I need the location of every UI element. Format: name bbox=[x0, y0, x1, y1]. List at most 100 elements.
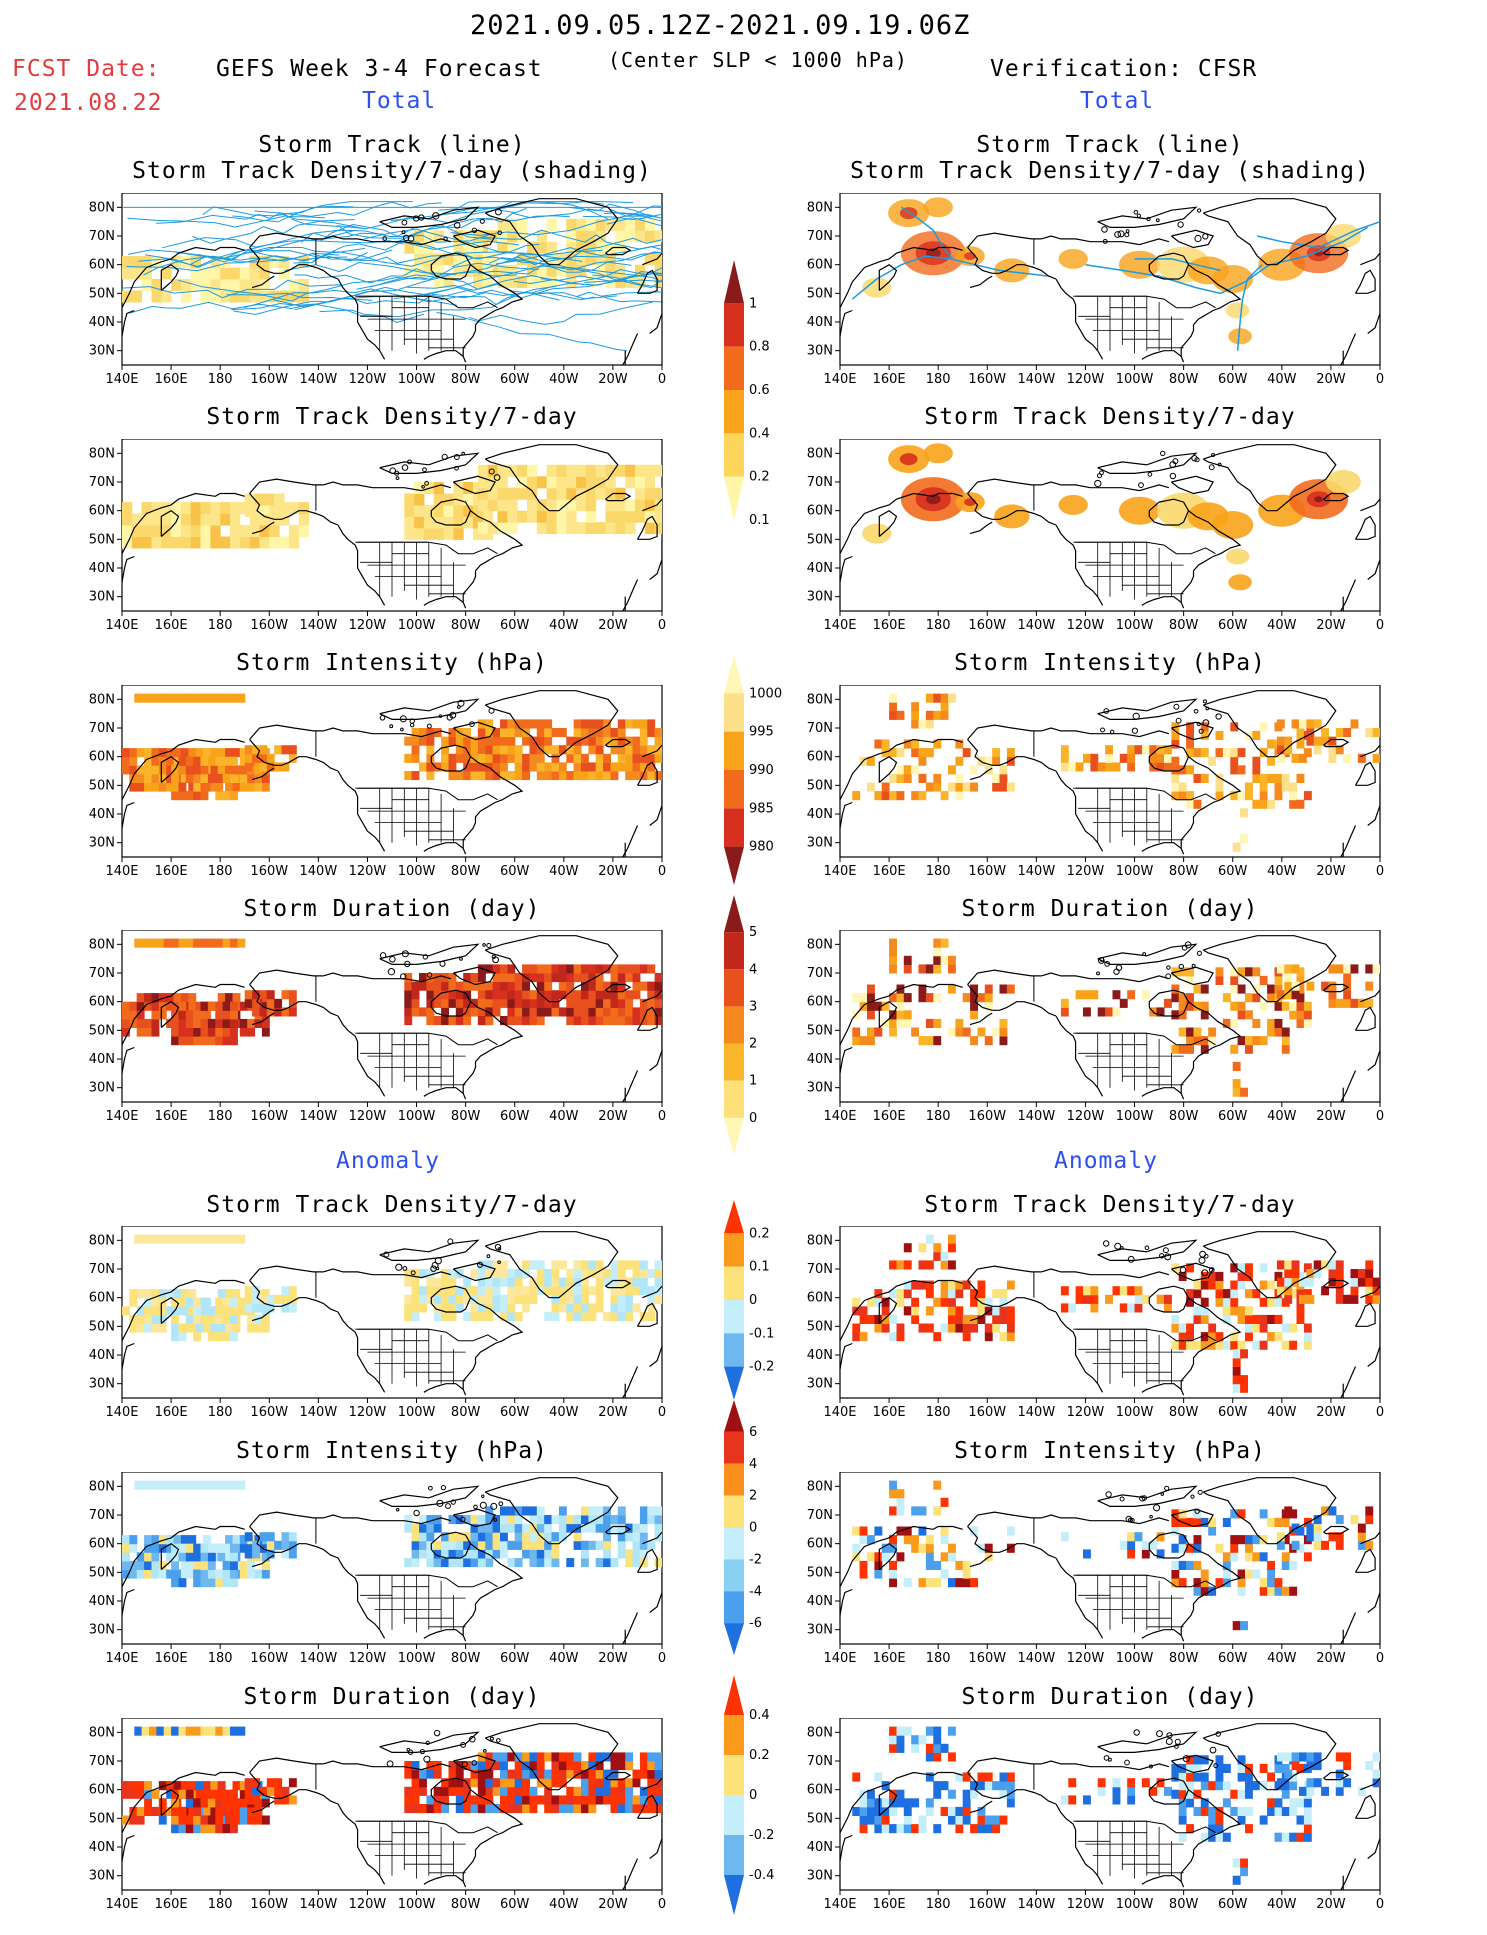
lon-tick-label: 140W bbox=[300, 618, 338, 633]
grid-cell bbox=[889, 1489, 897, 1499]
grid-cell bbox=[999, 1289, 1008, 1299]
grid-cell bbox=[1068, 1795, 1077, 1805]
grid-cell bbox=[254, 773, 263, 783]
grid-cell bbox=[477, 487, 489, 500]
grid-cell bbox=[443, 516, 454, 529]
coastline bbox=[430, 1531, 472, 1559]
coastline bbox=[462, 1297, 524, 1396]
grid-cell bbox=[171, 1578, 179, 1588]
grid-cell bbox=[441, 1549, 449, 1559]
grid-cell bbox=[185, 791, 194, 801]
coastline bbox=[323, 1760, 452, 1771]
grid-cell bbox=[644, 464, 656, 477]
coastline bbox=[1041, 1514, 1170, 1525]
grid-cell bbox=[1193, 1543, 1202, 1553]
grid-cell bbox=[889, 1535, 897, 1545]
grid-cell bbox=[500, 1752, 508, 1762]
grid-cell bbox=[992, 1289, 1001, 1299]
grid-cell bbox=[595, 1277, 604, 1287]
grid-cell bbox=[129, 773, 138, 783]
grid-cell bbox=[1112, 990, 1121, 1000]
grid-cell bbox=[896, 791, 905, 801]
grid-cell bbox=[463, 1540, 472, 1550]
grid-cell bbox=[514, 998, 523, 1008]
coastline bbox=[840, 1771, 963, 1833]
grid-cell bbox=[654, 510, 662, 523]
coastline bbox=[1323, 246, 1350, 256]
grid-cell bbox=[566, 1294, 575, 1304]
grid-cell bbox=[1171, 1578, 1180, 1588]
grid-cell bbox=[1335, 1269, 1344, 1279]
coastline bbox=[337, 524, 386, 606]
grid-cell bbox=[581, 728, 589, 738]
grid-cell bbox=[556, 487, 567, 500]
coastline bbox=[1171, 721, 1214, 741]
grid-cell bbox=[566, 771, 575, 781]
grid-cell bbox=[477, 1286, 486, 1296]
grid-cell bbox=[193, 1578, 202, 1588]
grid-cell bbox=[411, 728, 420, 738]
coastline bbox=[251, 1012, 275, 1026]
grid-cell bbox=[1296, 1001, 1305, 1011]
grid-cell bbox=[477, 745, 486, 755]
lat-tick-label: 40N bbox=[807, 1348, 833, 1363]
grid-cell bbox=[962, 1772, 971, 1782]
grid-cell bbox=[180, 1560, 189, 1570]
grid-cell bbox=[635, 476, 646, 489]
grid-cell bbox=[252, 1540, 260, 1550]
grid-cell bbox=[874, 1323, 883, 1333]
grid-cell bbox=[889, 964, 897, 974]
grid-cell bbox=[178, 1297, 187, 1307]
grid-cell bbox=[477, 1523, 486, 1533]
grid-cell bbox=[970, 765, 978, 775]
grid-cell bbox=[925, 1306, 934, 1316]
grid-cell bbox=[230, 525, 241, 537]
lat-tick-label: 40N bbox=[89, 1348, 115, 1363]
grid-cell bbox=[1296, 993, 1305, 1003]
grid-cell bbox=[500, 1769, 508, 1779]
grid-cell bbox=[230, 1010, 238, 1020]
grid-cell bbox=[1245, 967, 1253, 977]
grid-cell bbox=[1186, 1781, 1194, 1791]
lon-tick-label: 0 bbox=[1376, 1405, 1384, 1420]
grid-cell bbox=[497, 476, 508, 489]
grid-cell bbox=[544, 981, 553, 991]
grid-cell bbox=[404, 504, 415, 517]
grid-cell bbox=[527, 476, 538, 489]
grid-cell bbox=[261, 782, 270, 792]
coastline bbox=[1367, 293, 1380, 334]
grid-cell bbox=[215, 1726, 224, 1736]
grid-cell bbox=[1357, 1786, 1366, 1796]
grid-cell bbox=[487, 476, 498, 489]
grid-cell bbox=[222, 1027, 231, 1037]
grid-cell bbox=[529, 1260, 538, 1270]
grid-cell bbox=[463, 1294, 472, 1304]
lon-tick-label: 160W bbox=[250, 1651, 288, 1666]
grid-cell bbox=[639, 1752, 648, 1762]
grid-cell bbox=[544, 964, 553, 974]
grid-cell bbox=[1200, 748, 1209, 758]
grid-cell bbox=[210, 748, 219, 758]
lat-tick-label: 40N bbox=[89, 1052, 115, 1067]
grid-cell bbox=[200, 1297, 209, 1307]
grid-cell bbox=[632, 1558, 641, 1568]
coastline bbox=[379, 452, 480, 475]
grid-cell bbox=[551, 771, 560, 781]
grid-cell bbox=[595, 771, 604, 781]
grid-cell bbox=[426, 1532, 435, 1542]
grid-cell bbox=[603, 981, 611, 991]
grid-cell bbox=[992, 1781, 1001, 1791]
fcst-intensity-map: 140E 160E 180 160W 140W 120W 100W 80W 60W 40W 20W 0… bbox=[89, 685, 666, 879]
grid-cell bbox=[1303, 1263, 1312, 1273]
grid-cell bbox=[151, 1552, 160, 1562]
grid-cell bbox=[470, 1515, 479, 1525]
coastline bbox=[840, 1588, 853, 1616]
grid-cell bbox=[193, 773, 202, 783]
grid-cell bbox=[1245, 1552, 1253, 1562]
grid-cell bbox=[984, 993, 993, 1003]
grid-cell bbox=[992, 756, 1001, 766]
grid-cell bbox=[492, 762, 501, 772]
grid-cell bbox=[244, 753, 253, 763]
grid-cell bbox=[492, 736, 501, 746]
